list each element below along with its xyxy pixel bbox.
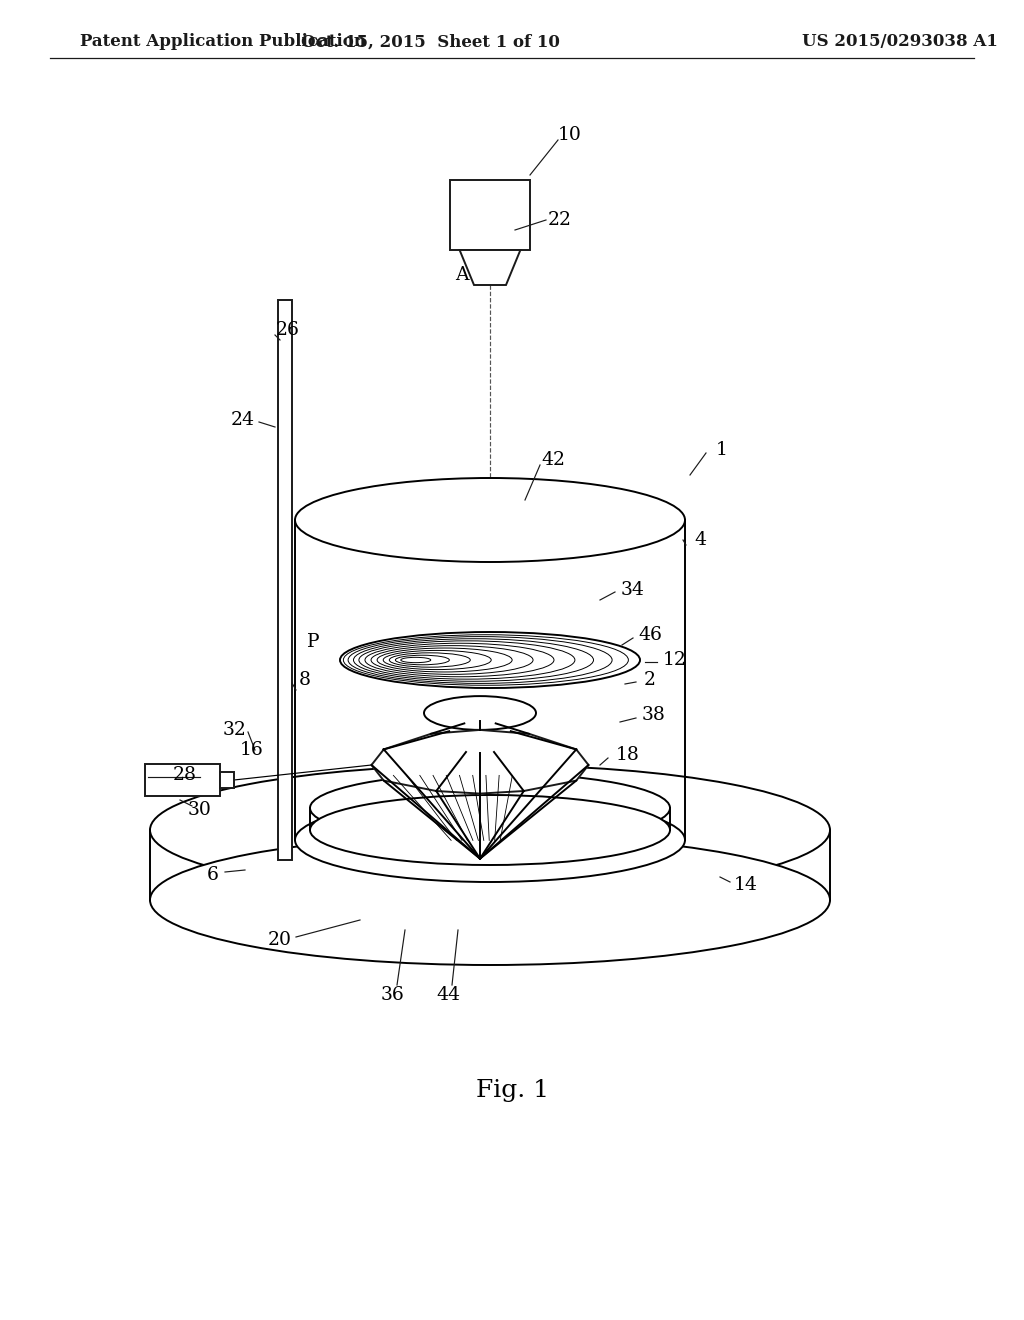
Text: 4: 4 bbox=[694, 531, 706, 549]
Text: 14: 14 bbox=[734, 876, 758, 894]
Text: 28: 28 bbox=[173, 766, 197, 784]
Text: 1: 1 bbox=[716, 441, 728, 459]
Text: 6: 6 bbox=[207, 866, 219, 884]
Polygon shape bbox=[460, 249, 520, 285]
Text: 36: 36 bbox=[381, 986, 404, 1005]
Text: Fig. 1: Fig. 1 bbox=[475, 1078, 549, 1101]
Ellipse shape bbox=[424, 696, 536, 730]
Text: 8: 8 bbox=[299, 671, 311, 689]
Ellipse shape bbox=[295, 799, 685, 882]
Text: A: A bbox=[456, 267, 469, 284]
Text: 38: 38 bbox=[642, 706, 666, 723]
Text: 2: 2 bbox=[644, 671, 656, 689]
Text: 10: 10 bbox=[558, 125, 582, 144]
Text: 12: 12 bbox=[664, 651, 687, 669]
Text: 46: 46 bbox=[638, 626, 662, 644]
Bar bbox=[450, 180, 530, 249]
Text: 18: 18 bbox=[616, 746, 640, 764]
Text: 30: 30 bbox=[188, 801, 212, 818]
Text: 24: 24 bbox=[231, 411, 255, 429]
Ellipse shape bbox=[295, 478, 685, 562]
Ellipse shape bbox=[150, 836, 830, 965]
Text: 20: 20 bbox=[268, 931, 292, 949]
Polygon shape bbox=[372, 730, 589, 793]
Text: 34: 34 bbox=[622, 581, 645, 599]
Text: 26: 26 bbox=[276, 321, 300, 339]
Text: 42: 42 bbox=[541, 451, 565, 469]
Ellipse shape bbox=[340, 632, 640, 688]
Text: Patent Application Publication: Patent Application Publication bbox=[80, 33, 366, 50]
Bar bbox=[145, 764, 220, 796]
Text: 16: 16 bbox=[240, 741, 264, 759]
Text: 22: 22 bbox=[548, 211, 572, 228]
Text: US 2015/0293038 A1: US 2015/0293038 A1 bbox=[802, 33, 998, 50]
Ellipse shape bbox=[310, 795, 670, 865]
Ellipse shape bbox=[310, 774, 670, 843]
Text: 44: 44 bbox=[436, 986, 460, 1005]
Text: Oct. 15, 2015  Sheet 1 of 10: Oct. 15, 2015 Sheet 1 of 10 bbox=[301, 33, 559, 50]
Ellipse shape bbox=[150, 766, 830, 895]
Bar bbox=[220, 772, 234, 788]
Text: P: P bbox=[307, 634, 319, 651]
Bar bbox=[278, 300, 292, 861]
Text: 32: 32 bbox=[223, 721, 247, 739]
